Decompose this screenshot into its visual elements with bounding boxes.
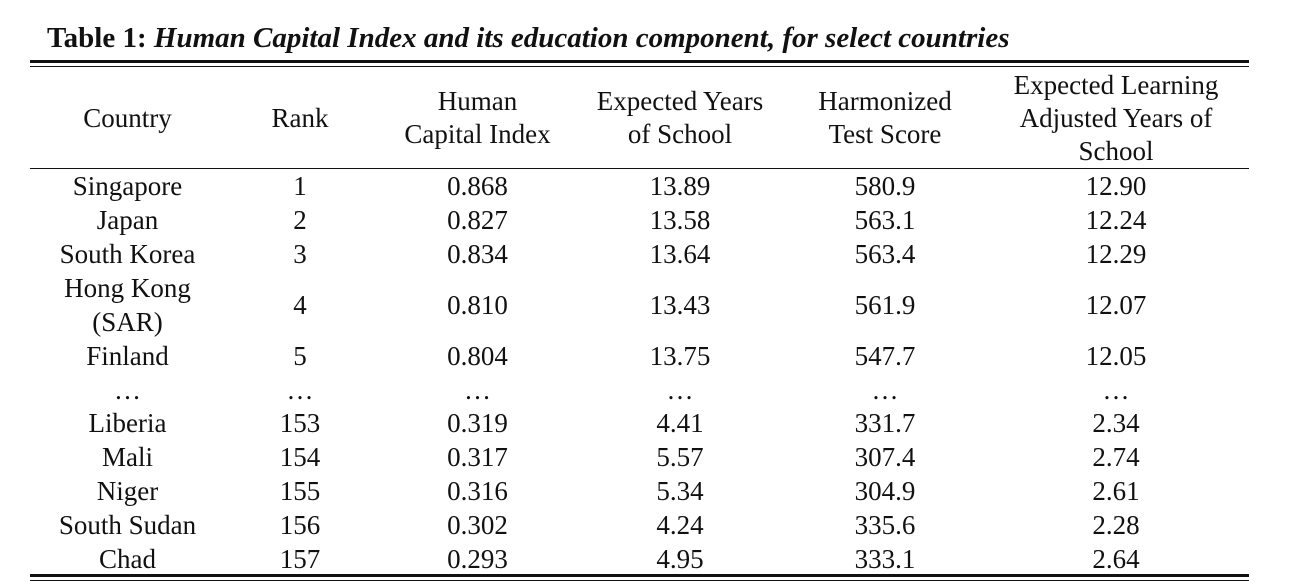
cell-test-score: 307.4: [854, 442, 916, 472]
cell-rank: 3: [293, 239, 307, 269]
cell-expected-years: 13.64: [649, 239, 711, 269]
cell-lays: 2.34: [1092, 408, 1140, 438]
cell-country: Hong Kong (SAR): [64, 273, 191, 337]
header-human-capital-index: Human Capital Index: [404, 86, 551, 149]
cell-expected-years: 13.58: [649, 205, 711, 235]
header-expected-years-of-school: Expected Years of School: [596, 86, 764, 149]
cell-test-score: 580.9: [854, 171, 916, 201]
cell-hci: 0.317: [447, 442, 508, 472]
cell-lays: 12.90: [1085, 171, 1147, 201]
cell-country: Mali: [102, 442, 153, 472]
caption-label: Table 1:: [47, 22, 154, 54]
cell-test-score: 331.7: [854, 408, 916, 438]
cell-rank: 153: [279, 408, 321, 438]
cell-hci: …: [464, 375, 491, 405]
cell-country: Finland: [86, 341, 169, 371]
cell-hci: 0.316: [447, 476, 508, 506]
header-harmonized-test-score: Harmonized Test Score: [818, 86, 952, 149]
cell-expected-years: 4.24: [656, 510, 704, 540]
cell-rank: …: [286, 375, 314, 405]
cell-expected-years: 5.34: [656, 476, 704, 506]
cell-lays: 12.07: [1085, 290, 1147, 320]
cell-rank: 154: [279, 442, 321, 472]
cell-hci: 0.834: [447, 239, 508, 269]
cell-lays: 2.28: [1092, 510, 1140, 540]
cell-lays: 2.74: [1092, 442, 1140, 472]
cell-lays: 2.61: [1092, 476, 1140, 506]
cell-lays: 12.29: [1085, 239, 1147, 269]
cell-country: Chad: [99, 544, 156, 574]
bottom-rule-thick: [30, 574, 1249, 577]
header-rule: [30, 168, 1249, 169]
cell-test-score: …: [871, 375, 899, 405]
header-rank: Rank: [271, 102, 329, 133]
cell-country: …: [114, 375, 141, 405]
cell-expected-years: 4.41: [656, 408, 704, 438]
cell-hci: 0.810: [447, 290, 508, 320]
cell-hci: 0.302: [447, 510, 508, 540]
cell-country: South Korea: [59, 239, 196, 269]
cell-rank: 5: [293, 341, 307, 371]
bottom-rule-thin: [30, 580, 1249, 581]
cell-rank: 157: [279, 544, 321, 574]
cell-country: Singapore: [72, 171, 183, 201]
cell-expected-years: 4.95: [656, 544, 704, 574]
table-caption: Table 1: Human Capital Index and its edu…: [47, 19, 1009, 57]
cell-lays: 12.24: [1085, 205, 1147, 235]
cell-expected-years: 5.57: [656, 442, 704, 472]
cell-test-score: 335.6: [854, 510, 916, 540]
cell-hci: 0.319: [447, 408, 508, 438]
cell-country: South Sudan: [58, 510, 197, 540]
cell-test-score: 304.9: [854, 476, 916, 506]
cell-country: Niger: [96, 476, 159, 506]
header-country: Country: [83, 102, 172, 133]
cell-lays: …: [1102, 375, 1130, 405]
cell-rank: 4: [293, 290, 307, 320]
cell-expected-years: …: [666, 375, 694, 405]
cell-expected-years: 13.89: [649, 171, 711, 201]
caption-title: Human Capital Index and its education co…: [153, 22, 1010, 54]
cell-lays: 12.05: [1085, 341, 1147, 371]
cell-rank: 155: [279, 476, 321, 506]
cell-test-score: 561.9: [854, 290, 916, 320]
header-learning-adjusted-years: Expected Learning Adjusted Years of Scho…: [1013, 69, 1219, 166]
cell-test-score: 563.4: [854, 239, 916, 269]
cell-rank: 1: [293, 171, 307, 201]
cell-hci: 0.804: [447, 341, 508, 371]
cell-hci: 0.827: [447, 205, 508, 235]
cell-expected-years: 13.75: [649, 341, 711, 371]
top-rule-thick: [30, 60, 1249, 63]
top-rule-thin: [30, 66, 1249, 67]
cell-hci: 0.293: [447, 544, 508, 574]
cell-hci: 0.868: [447, 171, 508, 201]
cell-expected-years: 13.43: [649, 290, 711, 320]
cell-test-score: 333.1: [854, 544, 916, 574]
cell-test-score: 563.1: [854, 205, 916, 235]
cell-lays: 2.64: [1092, 544, 1140, 574]
cell-country: Japan: [96, 205, 159, 235]
cell-test-score: 547.7: [854, 341, 916, 371]
cell-country: Liberia: [88, 408, 167, 438]
cell-rank: 156: [279, 510, 321, 540]
cell-rank: 2: [293, 205, 307, 235]
